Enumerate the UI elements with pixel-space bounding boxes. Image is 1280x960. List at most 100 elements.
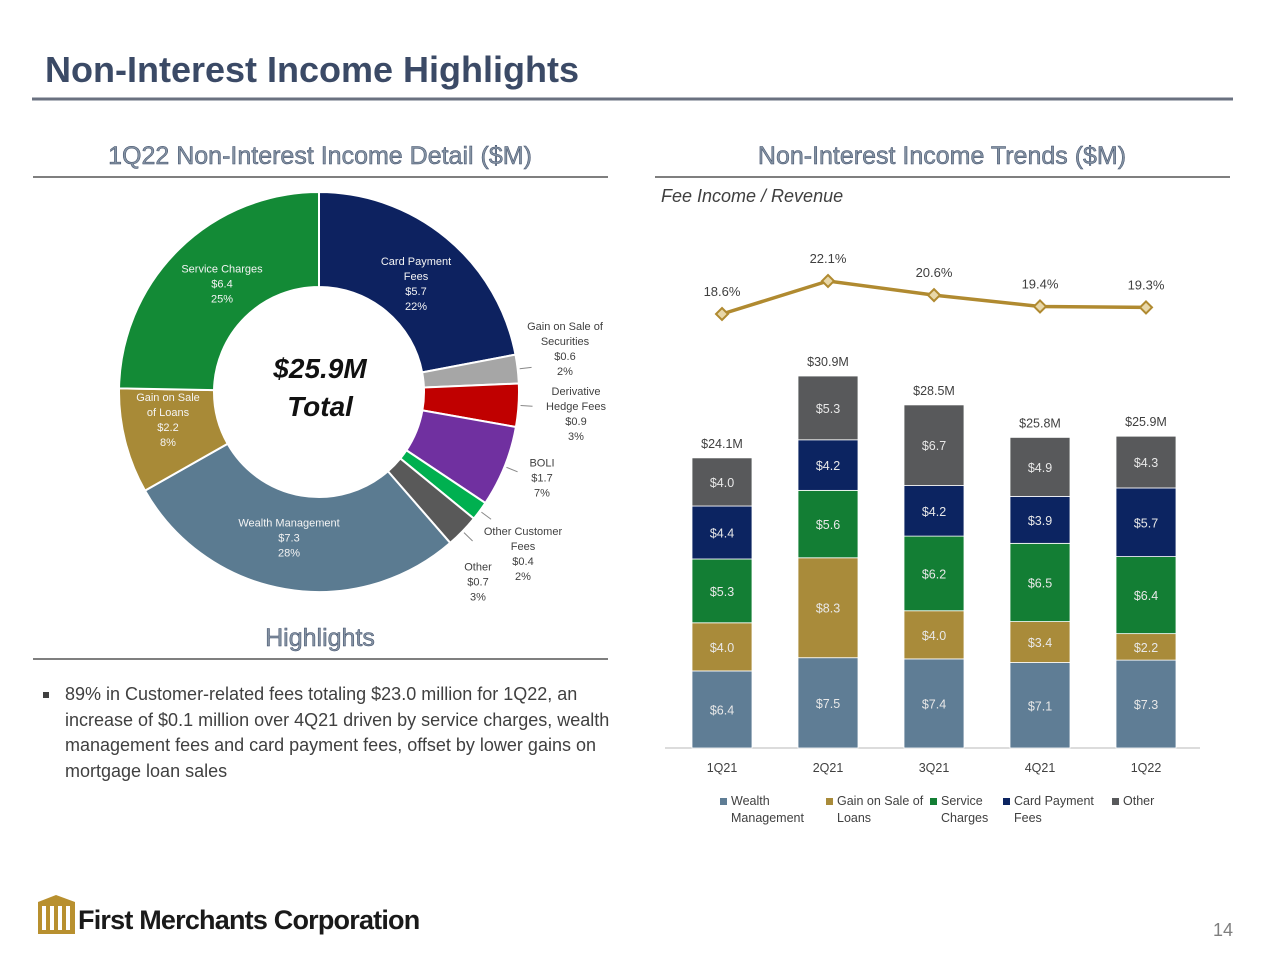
donut-total: $25.9M <box>272 353 367 384</box>
line-marker <box>926 287 942 303</box>
logo-icon <box>38 895 75 934</box>
leader-line <box>463 532 473 542</box>
slice-value: $2.2 <box>157 422 179 434</box>
slice-label: Gain on Sale of Securities $0.6 2% <box>518 320 613 380</box>
bar-segment <box>1115 659 1177 749</box>
bar-value-label: $7.4 <box>922 697 946 711</box>
legend-entry: Wealth Management <box>720 793 826 827</box>
bar-segment <box>691 505 753 560</box>
bar-value-label: $4.2 <box>922 505 946 519</box>
bar-segment <box>797 489 859 559</box>
slice-name: Derivative Hedge Fees <box>546 386 606 413</box>
page-number: 14 <box>1213 920 1233 940</box>
slice-name: Gain on Sale of Securities <box>527 321 603 348</box>
trend-title: Non-Interest Income Trends ($M) <box>758 142 1126 170</box>
bar-segment <box>1115 435 1177 489</box>
bar-value-label: $6.4 <box>710 703 734 717</box>
donut-total-caption: Total <box>287 391 354 422</box>
slice-share: 22% <box>404 301 428 313</box>
company-name: First Merchants Corporation <box>78 905 419 935</box>
line-value-label: 20.6% <box>916 265 953 280</box>
x-tick-label: 2Q21 <box>813 761 844 775</box>
bar-value-label: $4.0 <box>710 641 734 655</box>
bar-total-label: $24.1M <box>701 437 743 451</box>
slide-title: Non-Interest Income Highlights <box>45 49 579 90</box>
bar-total-label: $28.5M <box>913 384 955 398</box>
highlights-heading: Highlights <box>265 624 375 652</box>
slice-name: Card Payment Fees <box>380 256 452 283</box>
donut-slice <box>318 190 517 374</box>
bar-value-label: $5.3 <box>816 402 840 416</box>
slice-share: 2% <box>557 366 573 378</box>
slice-value: $0.6 <box>554 351 576 363</box>
bar-value-label: $6.5 <box>1028 576 1052 590</box>
legend-entry: Other <box>1112 793 1183 810</box>
highlight-bullet: 89% in Customer-related fees totaling $2… <box>43 682 637 784</box>
legend-label: Other <box>1123 794 1155 808</box>
line-marker <box>1032 299 1048 314</box>
slice-share: 3% <box>470 591 486 604</box>
bar-value-label: $5.7 <box>1134 516 1158 530</box>
slice-label: Other $0.7 3% <box>458 561 498 606</box>
bar-value-label: $8.3 <box>816 602 840 616</box>
bar-value-label: $2.2 <box>1134 641 1158 655</box>
slice-value: $0.9 <box>565 416 587 428</box>
bar-segment <box>1009 495 1071 544</box>
slice-label: Derivative Hedge Fees $0.9 3% <box>544 385 609 445</box>
slice-share: 7% <box>534 487 550 500</box>
bar-value-label: $7.3 <box>1134 698 1158 712</box>
legend-entry: Card Payment Fees <box>1003 793 1109 827</box>
bar-value-label: $3.9 <box>1028 514 1052 528</box>
slice-label: BOLI $1.7 7% <box>522 457 562 502</box>
bar-value-label: $5.3 <box>710 585 734 599</box>
line-series-name: Fee Income / Revenue <box>661 186 843 206</box>
x-tick-label: 4Q21 <box>1025 761 1056 775</box>
bar-value-label: $7.1 <box>1028 699 1052 713</box>
slice-label: Other Customer Fees $0.4 2% <box>483 525 563 585</box>
slice-value: $5.7 <box>405 286 427 298</box>
line-marker <box>714 306 730 322</box>
bar-segment <box>1009 436 1071 497</box>
donut-slice <box>143 442 452 593</box>
legend-swatch <box>1112 798 1119 805</box>
bar-segment <box>691 622 753 672</box>
x-tick-label: 1Q21 <box>707 761 738 775</box>
bar-segment <box>1009 542 1071 622</box>
bar-value-label: $6.4 <box>1134 589 1158 603</box>
bar-segment <box>797 375 859 441</box>
x-tick-label: 3Q21 <box>919 761 950 775</box>
bar-value-label: $4.2 <box>816 459 840 473</box>
slice-value: $0.4 <box>512 556 534 568</box>
slice-value: $0.7 <box>467 576 489 589</box>
legend-swatch <box>826 798 833 805</box>
donut-slice <box>118 190 320 392</box>
bar-segment <box>691 670 753 749</box>
bar-segment <box>691 558 753 624</box>
leader-line <box>506 466 518 473</box>
slice-share: 3% <box>568 431 584 443</box>
slice-name: Other <box>464 561 492 574</box>
bar-segment <box>691 457 753 507</box>
slice-name: BOLI <box>529 457 555 470</box>
bar-segment <box>903 404 965 486</box>
slice-value: $7.3 <box>278 532 300 545</box>
bar-value-label: $7.5 <box>816 697 840 711</box>
bar-segment <box>1115 487 1177 557</box>
slice-name: Gain on Sale of Loans <box>136 392 200 419</box>
slice-value: $6.4 <box>211 278 233 291</box>
bar-segment <box>797 439 859 491</box>
bar-segment <box>1009 621 1071 663</box>
slice-value: $1.7 <box>531 472 553 485</box>
bar-value-label: $4.3 <box>1134 456 1158 470</box>
legend-entry: Gain on Sale of Loans <box>826 793 927 827</box>
line-value-label: 19.3% <box>1128 277 1165 292</box>
bar-total-label: $25.8M <box>1019 416 1061 430</box>
line-marker <box>820 273 836 289</box>
slice-share: 25% <box>210 293 234 306</box>
slice-share: 2% <box>515 571 531 583</box>
bar-segment <box>1009 662 1071 749</box>
bar-segment <box>903 485 965 537</box>
legend-entry: Service Charges <box>930 793 1001 827</box>
